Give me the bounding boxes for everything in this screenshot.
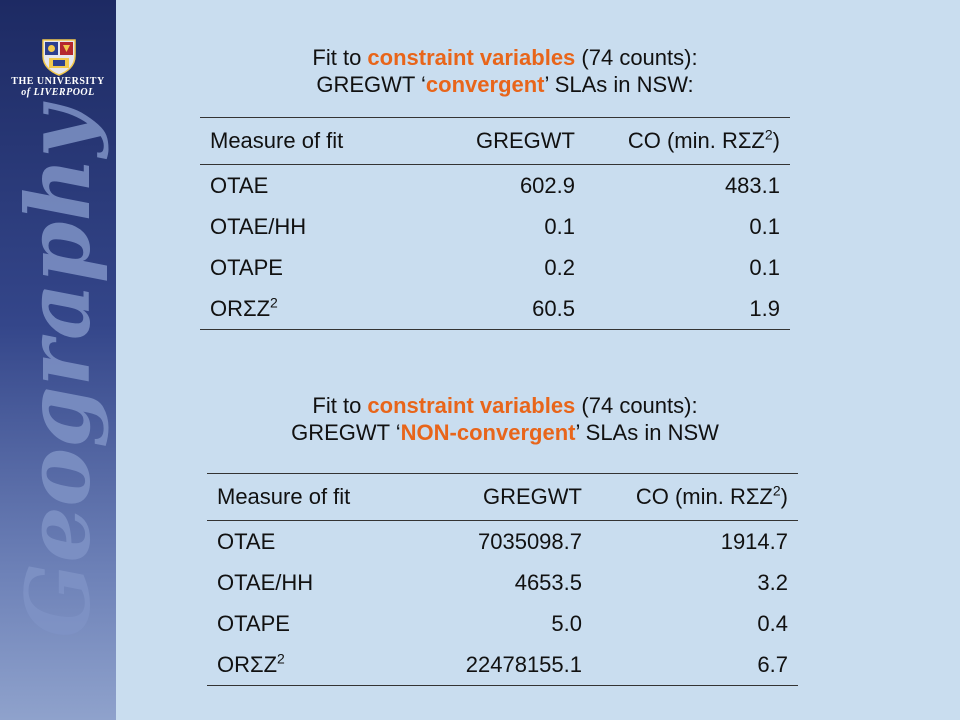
col-header-co: CO (min. RΣZ2) [585, 117, 790, 165]
section1-subtitle: GREGWT ‘convergent’ SLAs in NSW: [316, 72, 694, 97]
university-crest-icon [42, 39, 76, 76]
co-cell: 6.7 [592, 644, 798, 686]
col-header-measure: Measure of fit [207, 473, 407, 521]
col-header-measure: Measure of fit [200, 117, 420, 165]
section2-title: Fit to constraint variables (74 counts): [312, 393, 698, 418]
section2-subtitle: GREGWT ‘NON-convergent’ SLAs in NSW [291, 420, 719, 445]
measure-cell: OTAPE [217, 610, 290, 636]
gregwt-cell: 5.0 [551, 610, 582, 636]
fit-table-convergent: Measure of fit GREGWT CO (min. RΣZ2) OTA… [200, 117, 790, 330]
co-cell: 1914.7 [720, 528, 788, 554]
gregwt-cell: 60.5 [420, 288, 585, 330]
university-name-line2: of LIVERPOOL [21, 87, 95, 98]
co-cell: 0.1 [749, 254, 780, 280]
measure-cell: ORΣZ2 [207, 644, 407, 686]
gregwt-cell: 22478155.1 [407, 644, 592, 686]
col-header-gregwt: GREGWT [420, 117, 585, 165]
co-cell: 1.9 [585, 288, 790, 330]
gregwt-cell: 7035098.7 [478, 528, 582, 554]
co-cell: 3.2 [757, 569, 788, 595]
table-row: OTAE 602.9 483.1 [200, 165, 790, 207]
col-header-co: CO (min. RΣZ2) [592, 473, 798, 521]
table-header-row: Measure of fit GREGWT CO (min. RΣZ2) [200, 117, 790, 165]
table-row: OTAE/HH 0.1 0.1 [200, 206, 790, 247]
sidebar-word: Geography [6, 106, 110, 638]
university-name: THE UNIVERSITY of LIVERPOOL [0, 76, 116, 98]
measure-cell: ORΣZ2 [200, 288, 420, 330]
gregwt-cell: 602.9 [519, 172, 575, 198]
table-row: ORΣZ2 60.5 1.9 [200, 288, 790, 330]
table-row: OTAPE 5.0 0.4 [207, 603, 798, 644]
fit-table-non-convergent: Measure of fit GREGWT CO (min. RΣZ2) OTA… [207, 473, 798, 686]
gregwt-cell: 4653.5 [514, 569, 582, 595]
co-cell: 0.4 [757, 610, 788, 636]
section1-heading: Fit to constraint variables (74 counts):… [220, 44, 790, 98]
table-row: OTAPE 0.2 0.1 [200, 247, 790, 288]
col-header-gregwt: GREGWT [407, 473, 592, 521]
table-row: OTAE 7035098.7 1914.7 [207, 521, 798, 563]
sidebar-banner: THE UNIVERSITY of LIVERPOOL Geography [0, 0, 116, 720]
gregwt-cell: 0.1 [544, 213, 575, 239]
co-cell: 0.1 [749, 213, 780, 239]
table-row: ORΣZ2 22478155.1 6.7 [207, 644, 798, 686]
measure-cell: OTAPE [210, 254, 283, 280]
table-header-row: Measure of fit GREGWT CO (min. RΣZ2) [207, 473, 798, 521]
university-name-line1: THE UNIVERSITY [11, 76, 105, 87]
section2-heading: Fit to constraint variables (74 counts):… [220, 392, 790, 446]
gregwt-cell: 0.2 [544, 254, 575, 280]
section1-title: Fit to constraint variables (74 counts): [312, 45, 698, 70]
measure-cell: OTAE/HH [217, 569, 314, 595]
measure-cell: OTAE [210, 172, 269, 198]
measure-cell: OTAE/HH [210, 213, 307, 239]
table-row: OTAE/HH 4653.5 3.2 [207, 562, 798, 603]
measure-cell: OTAE [217, 528, 276, 554]
co-cell: 483.1 [724, 172, 780, 198]
